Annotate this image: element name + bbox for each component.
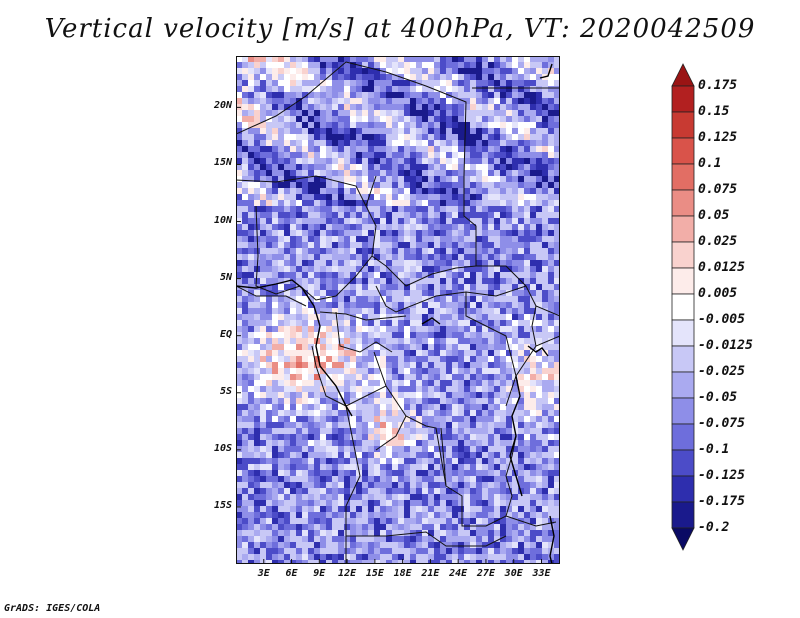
coastlines-and-lakes (236, 63, 555, 564)
lat-label-5S: 5S (219, 385, 232, 397)
lon-label-33E: 33E (532, 568, 551, 579)
lon-label-24E: 24E (449, 568, 468, 579)
lon-label-12E: 12E (338, 568, 357, 579)
colorbar-bin (671, 137, 695, 165)
lon-label-18E: 18E (393, 568, 412, 579)
colorbar-bin (671, 423, 695, 451)
colorbar-bin (671, 371, 695, 399)
colorbar-bin (671, 475, 695, 503)
lon-label-15E: 15E (365, 568, 384, 579)
colorbar-bin (671, 293, 695, 321)
colorbar-label: -0.025 (698, 364, 745, 379)
colorbar-label: -0.05 (698, 390, 738, 405)
axis-ticks (236, 106, 542, 564)
map-frame (236, 56, 560, 564)
colorbar-label: 0.025 (698, 234, 738, 249)
lon-label-9E: 9E (313, 568, 326, 579)
colorbar-bin (671, 63, 695, 87)
colorbar-bin (671, 501, 695, 529)
colorbar (671, 63, 695, 551)
colorbar-label: 0.0125 (698, 260, 745, 275)
footer-credit: GrADS: IGES/COLA (4, 603, 101, 614)
country-borders (236, 61, 560, 564)
colorbar-label: 0.075 (698, 182, 738, 197)
lon-label-30E: 30E (504, 568, 523, 579)
colorbar-label: 0.1 (698, 156, 722, 171)
colorbar-bin (671, 319, 695, 347)
chart-title: Vertical velocity [m/s] at 400hPa, VT: 2… (44, 14, 756, 44)
lat-label-10N: 10N (213, 214, 232, 226)
colorbar-bin (671, 189, 695, 217)
colorbar-label: 0.05 (698, 208, 730, 223)
colorbar-label: 0.175 (698, 78, 738, 93)
colorbar-bin (671, 111, 695, 139)
colorbar-label: 0.005 (698, 286, 738, 301)
lon-label-6E: 6E (285, 568, 298, 579)
lon-label-3E: 3E (257, 568, 270, 579)
vertical-velocity-map (236, 56, 560, 564)
colorbar-bin (671, 241, 695, 269)
colorbar-bin (671, 267, 695, 295)
colorbar-bin (671, 85, 695, 113)
lat-label-EQ: EQ (219, 328, 232, 340)
colorbar-bin (671, 215, 695, 243)
colorbar-label: -0.1 (698, 442, 730, 457)
lat-label-10S: 10S (213, 442, 232, 454)
colorbar-label: -0.075 (698, 416, 745, 431)
colorbar-bin (671, 163, 695, 191)
velocity-field (236, 56, 560, 564)
colorbar-label: 0.125 (698, 130, 738, 145)
lon-label-21E: 21E (421, 568, 440, 579)
colorbar-label: -0.0125 (698, 338, 753, 353)
lat-label-5N: 5N (219, 271, 232, 283)
colorbar-label: -0.005 (698, 312, 745, 327)
colorbar-label: -0.175 (698, 494, 745, 509)
colorbar-bin (671, 345, 695, 373)
colorbar-bin (671, 527, 695, 551)
lat-label-15S: 15S (213, 499, 232, 511)
colorbar-bin (671, 397, 695, 425)
lat-label-15N: 15N (213, 157, 232, 169)
colorbar-label: -0.2 (698, 520, 730, 535)
lat-label-20N: 20N (213, 100, 232, 112)
colorbar-label: -0.125 (698, 468, 745, 483)
lon-label-27E: 27E (476, 568, 495, 579)
colorbar-label: 0.15 (698, 104, 730, 119)
colorbar-bin (671, 449, 695, 477)
